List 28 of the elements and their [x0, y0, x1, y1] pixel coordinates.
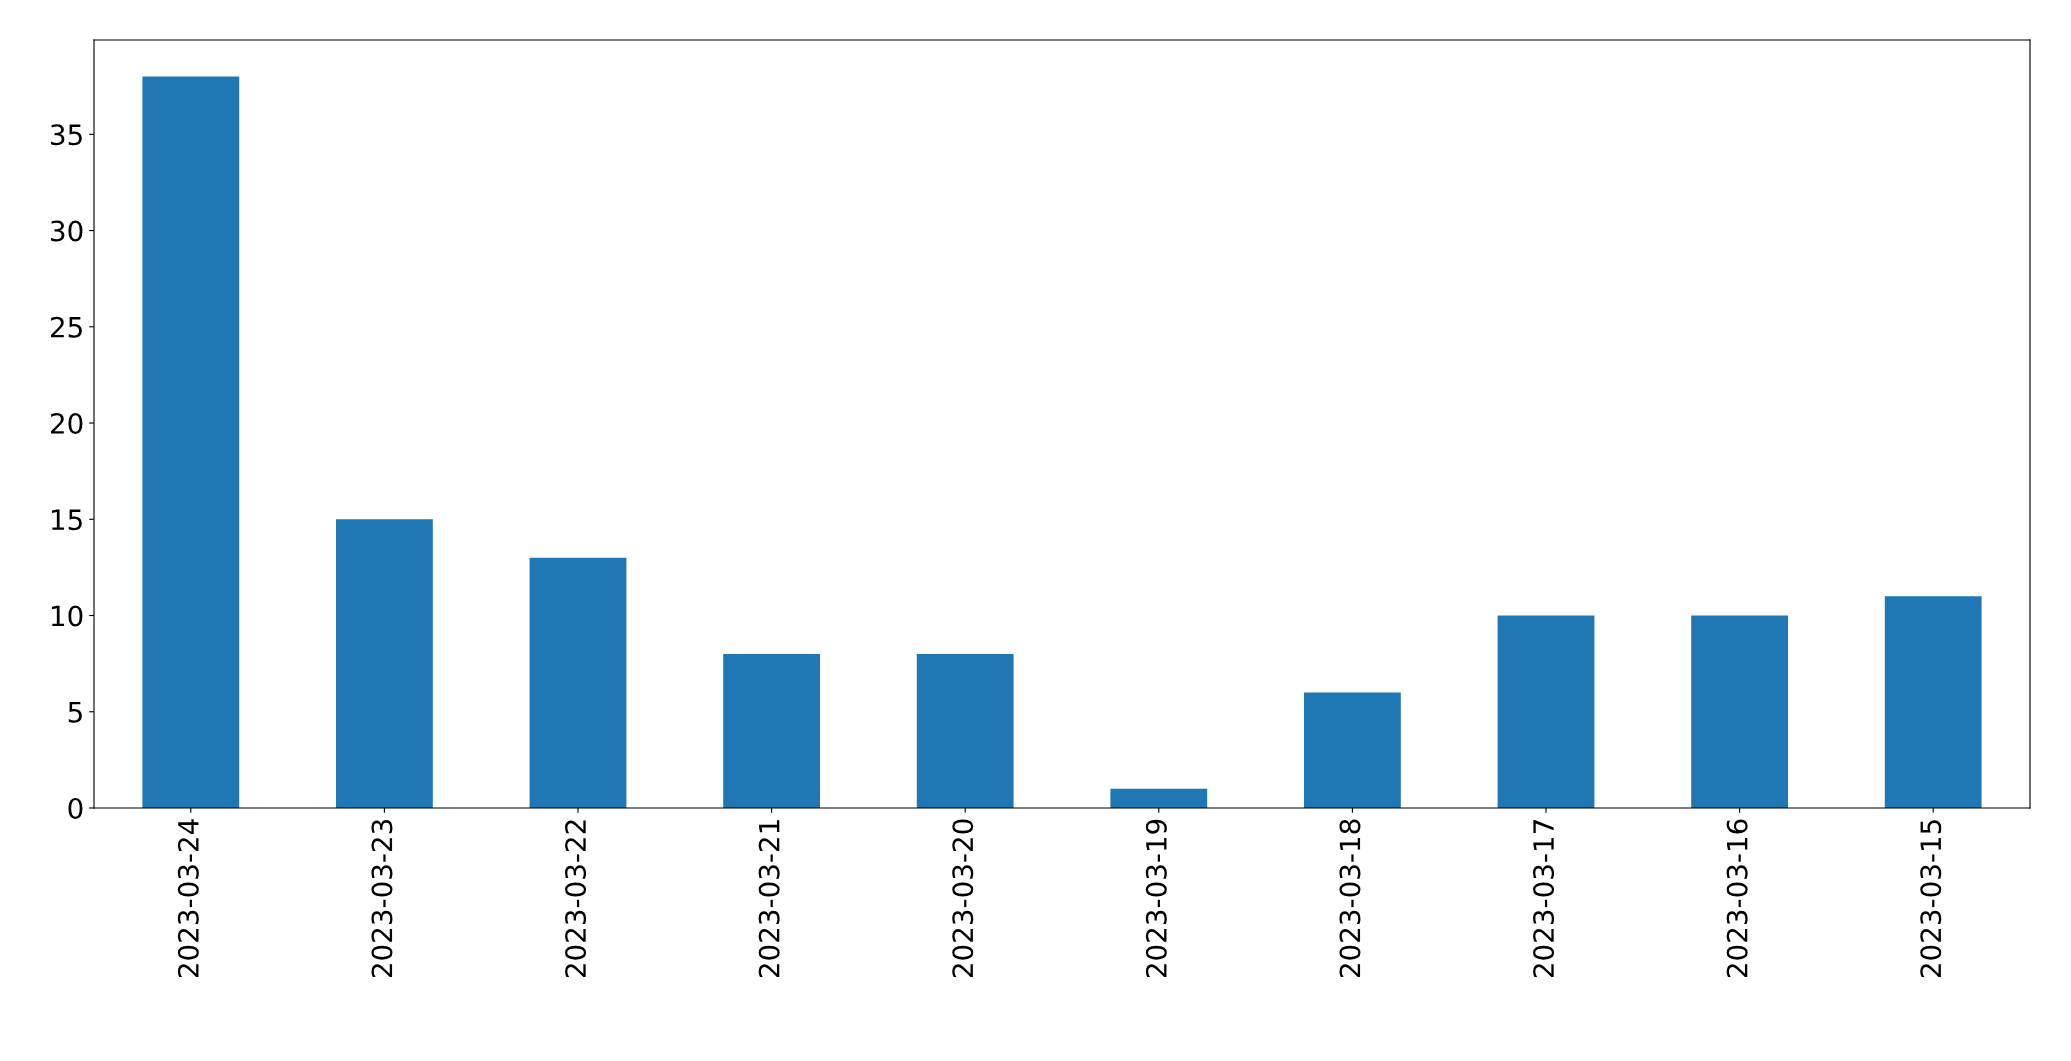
- bar: [1884, 596, 1982, 808]
- y-tick-label: 30: [51, 220, 83, 242]
- bar: [142, 76, 240, 808]
- x-tick-label: 2023-03-22: [565, 820, 587, 978]
- bar: [1497, 615, 1595, 808]
- x-tick-label: 2023-03-24: [177, 819, 199, 978]
- bar: [723, 654, 820, 808]
- y-tick-label: 0: [68, 797, 83, 819]
- y-tick-label: 35: [51, 124, 82, 146]
- x-tick-label: 2023-03-18: [1339, 819, 1361, 978]
- bar: [916, 654, 1014, 808]
- x-tick-label: 2023-03-16: [1726, 819, 1748, 978]
- x-tick-label: 2023-03-17: [1533, 820, 1555, 978]
- x-tick-label: 2023-03-21: [758, 820, 780, 978]
- x-tick-label: 2023-03-15: [1920, 820, 1942, 978]
- bar: [1110, 788, 1208, 808]
- y-tick-label: 10: [51, 605, 83, 627]
- x-tick-label: 2023-03-20: [952, 819, 974, 978]
- y-tick-label: 20: [50, 412, 83, 434]
- y-tick-label: 25: [50, 316, 82, 338]
- y-tick-label: 5: [68, 702, 82, 723]
- bar: [336, 519, 433, 808]
- bar: [529, 557, 627, 808]
- bar: [1691, 615, 1788, 808]
- x-tick-label: 2023-03-23: [371, 819, 393, 978]
- y-tick-label: 15: [51, 509, 82, 531]
- bar: [1304, 692, 1401, 808]
- x-tick-label: 2023-03-19: [1145, 819, 1167, 978]
